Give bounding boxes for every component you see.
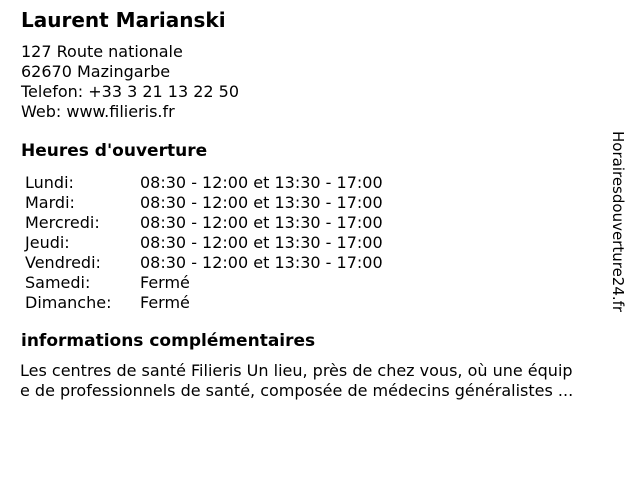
day-label: Mardi:: [25, 193, 75, 212]
contact-block: 127 Route nationale 62670 Mazingarbe Tel…: [21, 42, 239, 122]
additional-info-heading: informations complémentaires: [21, 331, 316, 351]
hours-value: 08:30 - 12:00 et 13:30 - 17:00: [140, 213, 383, 232]
business-name: Laurent Marianski: [21, 8, 226, 32]
hours-row-wednesday: Mercredi: 08:30 - 12:00 et 13:30 - 17:00: [25, 213, 383, 233]
day-label: Samedi:: [25, 273, 91, 292]
day-label: Lundi:: [25, 173, 74, 192]
hours-row-monday: Lundi: 08:30 - 12:00 et 13:30 - 17:00: [25, 173, 383, 193]
website-line: Web: www.filieris.fr: [21, 102, 175, 121]
description-line-1: Les centres de santé Filieris Un lieu, p…: [20, 361, 573, 380]
hours-value: Fermé: [140, 293, 190, 312]
hours-value: 08:30 - 12:00 et 13:30 - 17:00: [140, 253, 383, 272]
day-label: Mercredi:: [25, 213, 100, 232]
address-city-line: 62670 Mazingarbe: [21, 62, 171, 81]
day-label: Jeudi:: [25, 233, 70, 252]
hours-row-saturday: Samedi: Fermé: [25, 273, 383, 293]
hours-row-thursday: Jeudi: 08:30 - 12:00 et 13:30 - 17:00: [25, 233, 383, 253]
hours-value: 08:30 - 12:00 et 13:30 - 17:00: [140, 173, 383, 192]
hours-row-friday: Vendredi: 08:30 - 12:00 et 13:30 - 17:00: [25, 253, 383, 273]
day-label: Vendredi:: [25, 253, 101, 272]
day-label: Dimanche:: [25, 293, 112, 312]
hours-value: 08:30 - 12:00 et 13:30 - 17:00: [140, 193, 383, 212]
hours-value: 08:30 - 12:00 et 13:30 - 17:00: [140, 233, 383, 252]
site-watermark-vertical: Horairesdouverture24.fr: [609, 131, 627, 313]
description-line-2: e de professionnels de santé, composée d…: [20, 381, 574, 400]
opening-hours-table: Lundi: 08:30 - 12:00 et 13:30 - 17:00 Ma…: [25, 173, 383, 313]
hours-value: Fermé: [140, 273, 190, 292]
address-street-line: 127 Route nationale: [21, 42, 183, 61]
hours-row-tuesday: Mardi: 08:30 - 12:00 et 13:30 - 17:00: [25, 193, 383, 213]
opening-hours-heading: Heures d'ouverture: [21, 141, 208, 161]
hours-row-sunday: Dimanche: Fermé: [25, 293, 383, 313]
description-text: Les centres de santé Filieris Un lieu, p…: [20, 361, 573, 401]
phone-line: Telefon: +33 3 21 13 22 50: [21, 82, 240, 101]
